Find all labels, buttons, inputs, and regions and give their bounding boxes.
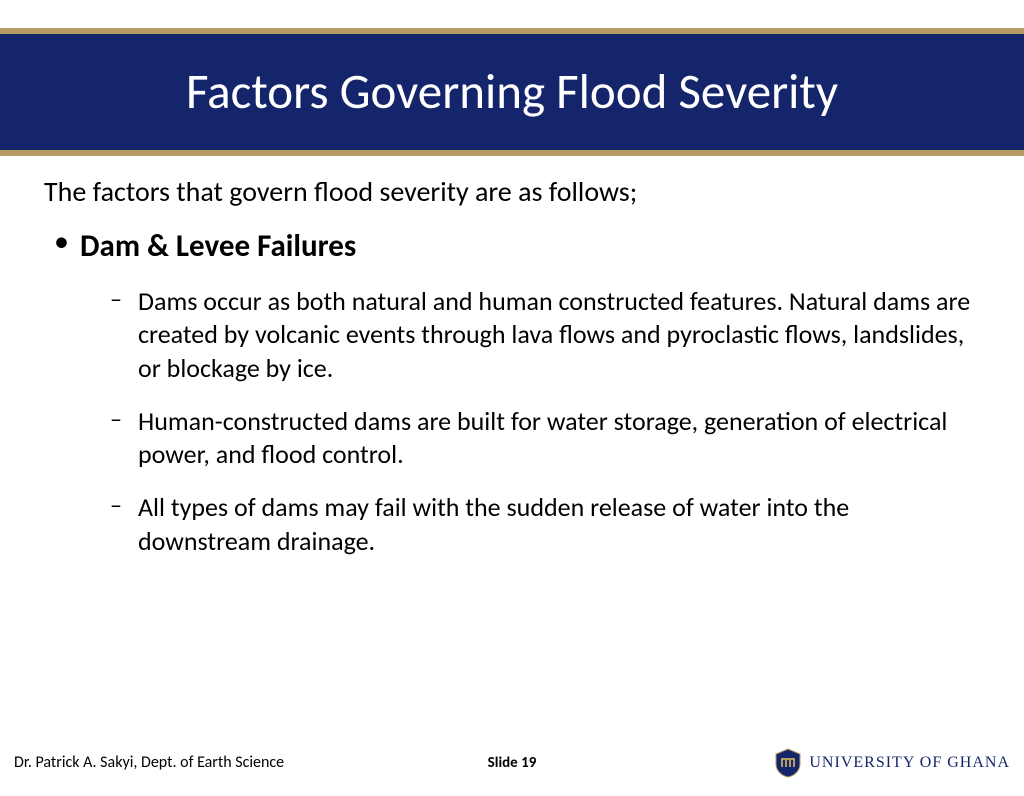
slide-title: Factors Governing Flood Severity — [0, 62, 1024, 122]
sub-bullet-list: Dams occur as both natural and human con… — [44, 285, 980, 558]
footer: Dr. Patrick A. Sakyi, Dept. of Earth Sci… — [0, 738, 1024, 778]
slide-number: Slide 19 — [488, 754, 537, 772]
author-text: Dr. Patrick A. Sakyi, Dept. of Earth Sci… — [14, 753, 284, 772]
list-item: All types of dams may fail with the sudd… — [138, 491, 980, 558]
content-area: The factors that govern flood severity a… — [0, 156, 1024, 558]
university-brand: UNIVERSITY OF GHANA — [775, 748, 1010, 778]
list-item: Dams occur as both natural and human con… — [138, 285, 980, 385]
intro-text: The factors that govern flood severity a… — [44, 174, 980, 209]
list-item: Human-constructed dams are built for wat… — [138, 405, 980, 472]
university-logo-icon — [775, 748, 801, 778]
bullet-heading: Dam & Levee Failures — [80, 227, 356, 265]
university-name: UNIVERSITY OF GHANA — [809, 754, 1010, 772]
main-bullet: Dam & Levee Failures — [44, 227, 980, 265]
title-bar: Factors Governing Flood Severity — [0, 28, 1024, 156]
